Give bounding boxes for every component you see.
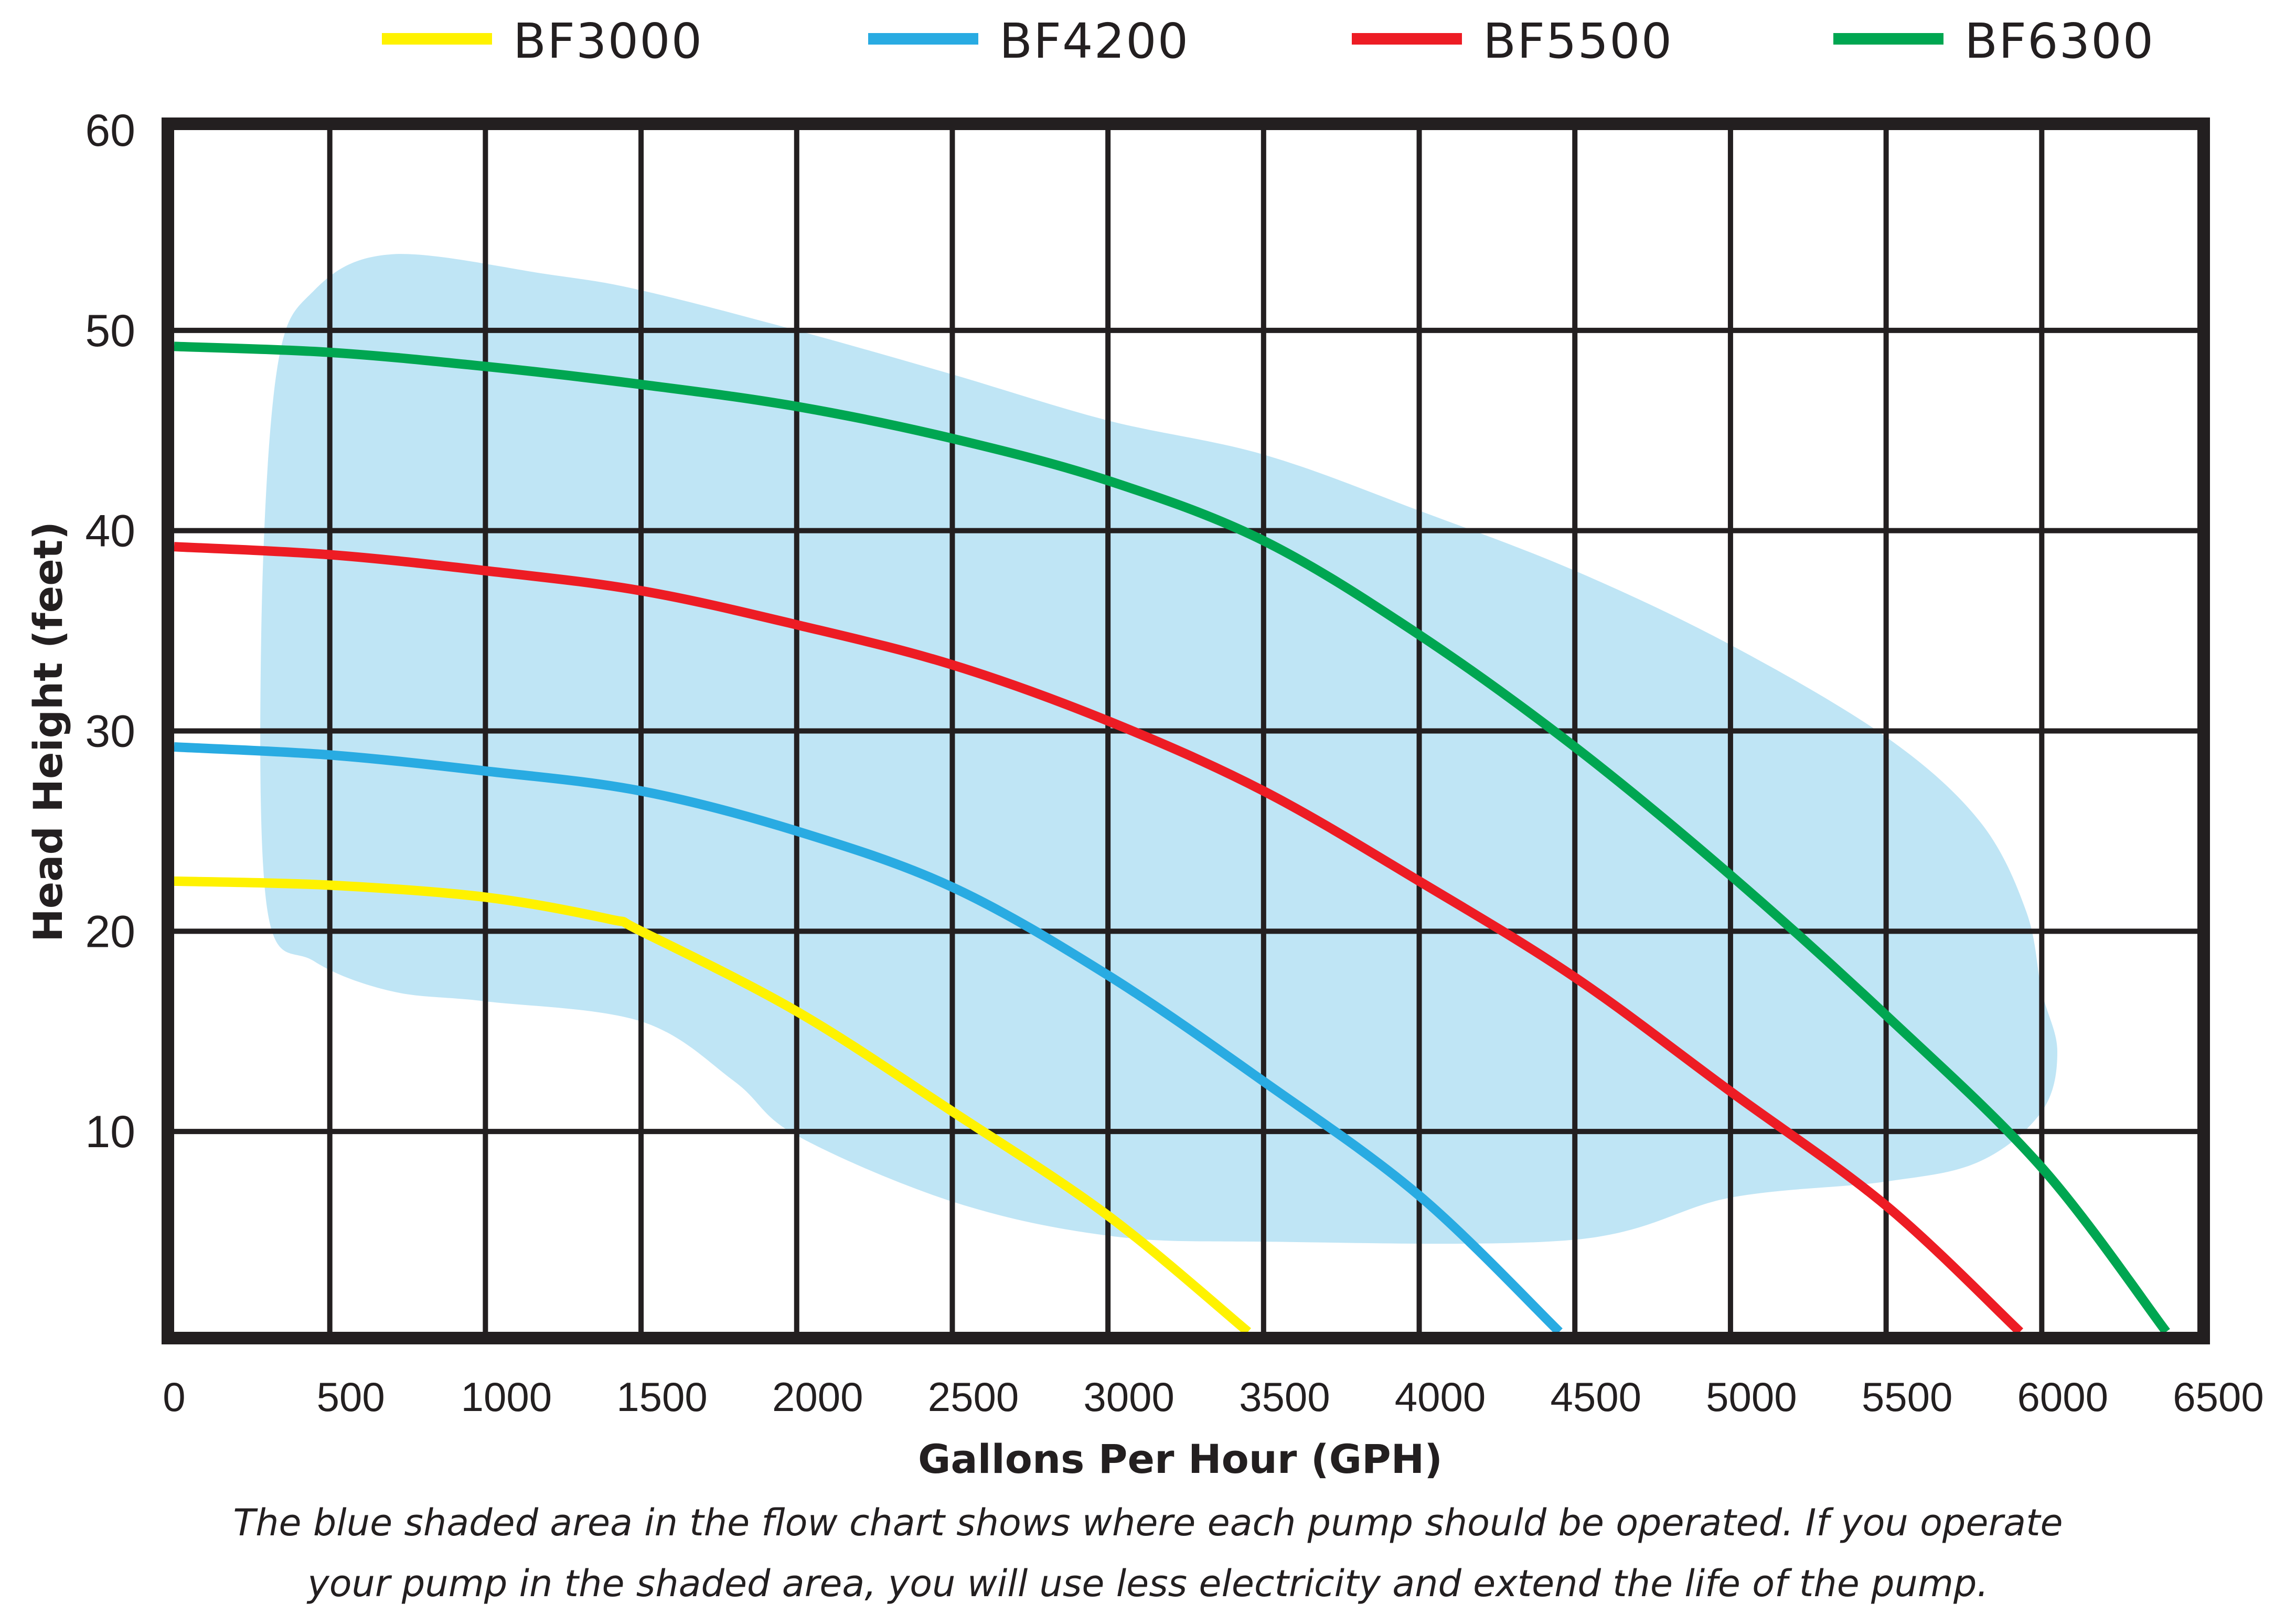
legend-label: BF6300: [1964, 13, 2154, 69]
y-tick-label: 40: [85, 506, 135, 557]
x-tick-label: 0: [163, 1374, 185, 1420]
x-tick-label: 3500: [1239, 1374, 1330, 1420]
y-axis-ticks: 10 20 30 40 50 60: [85, 105, 135, 1157]
legend-swatch: [1833, 33, 1943, 45]
plot-frame: [162, 117, 2210, 1344]
legend-item-bf4200: BF4200: [868, 13, 1189, 69]
x-tick-label: 6000: [2017, 1374, 2109, 1420]
x-tick-label: 1500: [616, 1374, 708, 1420]
x-tick-label: 3000: [1083, 1374, 1174, 1420]
legend-item-bf5500: BF5500: [1352, 13, 1673, 69]
legend-label: BF4200: [999, 13, 1189, 69]
x-tick-label: 1000: [461, 1374, 552, 1420]
caption-line-1: The blue shaded area in the flow chart s…: [233, 1501, 2063, 1544]
x-tick-label: 4000: [1395, 1374, 1486, 1420]
series-line-bf6300: [174, 341, 2170, 1335]
legend-item-bf3000: BF3000: [382, 13, 703, 69]
caption: The blue shaded area in the flow chart s…: [0, 1492, 2296, 1614]
legend-item-bf6300: BF6300: [1833, 13, 2154, 69]
shaded-operating-region-layer: [260, 254, 2057, 1244]
y-tick-label: 20: [85, 906, 135, 957]
legend-swatch: [868, 33, 978, 45]
x-tick-label: 2000: [772, 1374, 863, 1420]
caption-line-2: your pump in the shaded area, you will u…: [307, 1562, 1989, 1605]
legend-label: BF5500: [1483, 13, 1673, 69]
series-line-bf3000: [174, 876, 1251, 1335]
shaded-operating-region: [260, 254, 2057, 1244]
y-tick-label: 50: [85, 306, 135, 356]
legend-swatch: [1352, 33, 1462, 45]
legend: BF3000 BF4200 BF5500 BF6300: [382, 13, 2154, 69]
y-tick-label: 60: [85, 105, 135, 156]
y-axis-title: Head Height (feet): [25, 521, 71, 942]
legend-label: BF3000: [513, 13, 703, 69]
grid: [174, 130, 2197, 1332]
x-axis-ticks: 0 500 1000 1500 2000 2500 3000 3500 4000 4500 5000…: [163, 1374, 2263, 1420]
x-tick-label: 5000: [1706, 1374, 1797, 1420]
legend-swatch: [382, 33, 492, 45]
series-lines: [174, 341, 2170, 1335]
x-tick-label: 5500: [1862, 1374, 1953, 1420]
series-line-bf4200: [174, 742, 1563, 1335]
x-tick-label: 2500: [928, 1374, 1019, 1420]
x-tick-label: 4500: [1550, 1374, 1641, 1420]
x-axis-title: Gallons Per Hour (GPH): [918, 1436, 1443, 1482]
series-line-bf5500: [174, 542, 2023, 1335]
y-tick-label: 30: [85, 707, 135, 757]
x-tick-label: 6500: [2173, 1374, 2264, 1420]
plot-border: [162, 117, 2210, 1344]
x-tick-label: 500: [317, 1374, 385, 1420]
y-tick-label: 10: [85, 1107, 135, 1157]
